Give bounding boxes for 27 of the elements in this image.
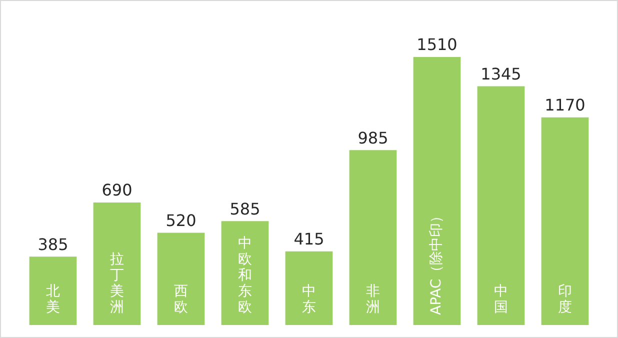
x-tick-label: 北美 [46,284,60,316]
data-label: 985 [358,128,388,148]
x-tick-label: 中东 [302,284,316,316]
bar [221,221,269,325]
bar [541,117,589,325]
data-label: 415 [294,229,324,248]
data-label: 520 [166,210,196,230]
bar [157,232,205,325]
bar [29,256,77,325]
data-label: 1345 [480,64,522,84]
data-label: 1510 [416,35,458,54]
bar [349,150,397,325]
x-tick-label: 拉丁美洲 [110,252,124,316]
data-label: 385 [38,234,68,254]
data-label: 1170 [544,95,586,114]
bar [285,251,333,325]
x-tick-label: 中国 [494,284,508,316]
data-label: 585 [230,199,260,218]
bar [477,86,525,325]
bar [413,56,461,325]
bar [93,202,141,325]
x-tick-label: 西欧 [174,284,188,316]
x-tick-label: APAC（除中印） [428,208,445,315]
data-label: 690 [102,180,132,200]
x-tick-label: 非洲 [366,284,380,316]
x-tick-label: 中欧和东欧 [238,236,252,316]
x-tick-label: 印度 [558,284,572,316]
